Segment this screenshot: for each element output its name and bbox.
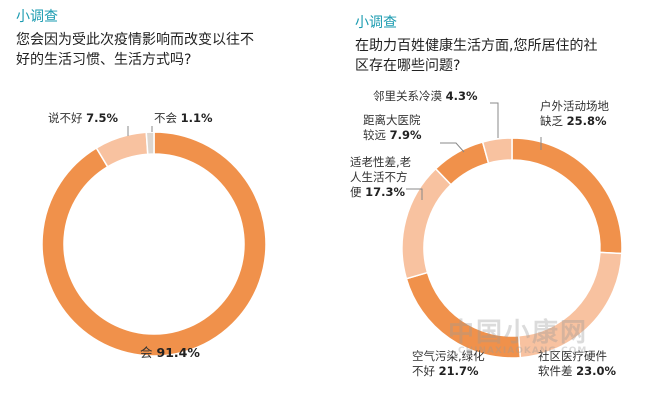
label-outdoor-line-2: 缺乏 25.8%	[540, 114, 607, 128]
label-air-value: 21.7%	[438, 364, 479, 378]
watermark-url: CHINAXIAOKANG.COM	[458, 346, 588, 356]
label-neighbors: 邻里关系冷漠 4.3%	[373, 89, 478, 104]
leader-neighbors	[490, 102, 499, 138]
label-shuobuhao: 说不好 7.5%	[48, 111, 118, 126]
habits-slice-0	[41, 131, 267, 357]
label-buhui-name: 不会	[154, 111, 177, 125]
label-elderly-line-2: 人生活不方	[350, 170, 408, 184]
label-hospital-far-line-2: 较远 7.9%	[363, 128, 422, 142]
community-slice-0	[511, 137, 623, 255]
leader-elderly	[406, 188, 423, 200]
question-left: 您会因为受此次疫情影响而改变以往不 好的生活习惯、生活方式吗?	[16, 30, 254, 70]
label-hospital-far-value: 7.9%	[389, 128, 422, 142]
label-shuobuhao-value: 7.5%	[86, 111, 119, 125]
label-elderly-value: 17.3%	[365, 185, 406, 199]
label-outdoor: 户外活动场地 缺乏 25.8%	[540, 99, 609, 129]
watermark-logo-text: 中国小康网	[448, 318, 589, 348]
label-elderly: 适老性差,老 人生活不方 便 17.3%	[350, 155, 411, 200]
kicker-right: 小调查	[355, 15, 397, 31]
donut-chart-habits	[41, 126, 267, 357]
leader-hospital-far	[440, 142, 465, 153]
label-elderly-line-3: 便 17.3%	[350, 185, 406, 199]
label-buhui: 不会 1.1%	[154, 111, 213, 126]
label-medical-line-2: 软件差 23.0%	[538, 364, 617, 378]
question-right-line-1: 在助力百姓健康生活方面,您所居住的社	[355, 38, 598, 54]
chart-panel-habits: 小调查 您会因为受此次疫情影响而改变以往不 好的生活习惯、生活方式吗? 说不好 …	[16, 9, 267, 360]
label-medical: 社区医疗硬件 软件差 23.0%	[538, 349, 616, 379]
question-right-line-2: 区存在哪些问题?	[355, 58, 461, 74]
label-medical-value: 23.0%	[576, 364, 617, 378]
label-hospital-far-line-1: 距离大医院	[363, 113, 421, 127]
label-neighbors-name: 邻里关系冷漠	[373, 89, 442, 103]
community-slice-5	[481, 137, 513, 165]
label-hui-name: 会	[140, 345, 153, 360]
label-neighbors-value: 4.3%	[445, 89, 478, 103]
label-elderly-line-1: 适老性差,老	[350, 155, 412, 169]
chart-panel-community: 小调查 在助力百姓健康生活方面,您所居住的社 区存在哪些问题? 邻里关系冷漠 4…	[330, 0, 657, 403]
label-hospital-far: 距离大医院 较远 7.9%	[363, 113, 422, 143]
label-air: 空气污染,绿化 不好 21.7%	[412, 349, 485, 379]
label-medical-line-1: 社区医疗硬件	[538, 349, 607, 363]
label-air-line-1: 空气污染,绿化	[412, 349, 485, 363]
label-buhui-value: 1.1%	[180, 111, 213, 125]
label-hui: 会 91.4%	[140, 345, 200, 360]
label-shuobuhao-name: 说不好	[48, 111, 83, 125]
label-outdoor-value: 25.8%	[566, 114, 607, 128]
question-left-line-2: 好的生活习惯、生活方式吗?	[16, 52, 192, 68]
label-hui-value: 91.4%	[156, 345, 200, 360]
question-right: 在助力百姓健康生活方面,您所居住的社 区存在哪些问题?	[355, 36, 597, 76]
habits-slice-2	[145, 131, 155, 156]
habits-slice-1	[95, 131, 149, 168]
kicker-left: 小调查	[16, 9, 58, 25]
donut-chart-community	[401, 102, 623, 359]
label-outdoor-line-1: 户外活动场地	[540, 99, 609, 113]
question-left-line-1: 您会因为受此次疫情影响而改变以往不	[16, 32, 254, 48]
label-air-line-2: 不好 21.7%	[412, 364, 479, 378]
